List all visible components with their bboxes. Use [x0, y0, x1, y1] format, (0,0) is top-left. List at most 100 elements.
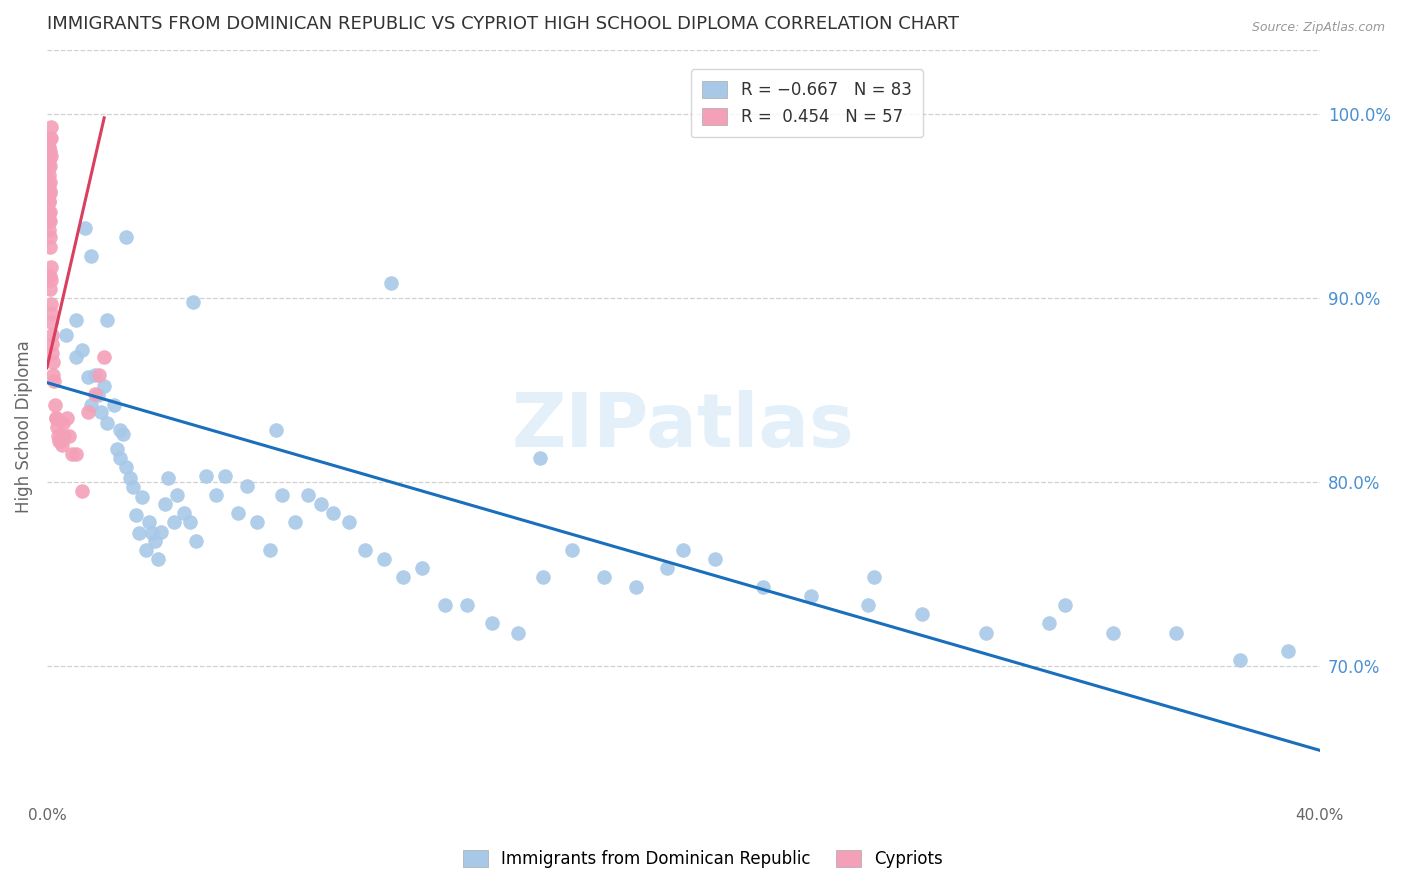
- Point: [70, 484, 93, 499]
- Point: [1054, 598, 1077, 612]
- Point: [42, 368, 65, 383]
- Point: [704, 552, 727, 566]
- Point: [156, 471, 179, 485]
- Point: [65, 350, 87, 364]
- Point: [60, 447, 83, 461]
- Point: [433, 598, 456, 612]
- Y-axis label: High School Diploma: High School Diploma: [15, 341, 32, 513]
- Point: [80, 398, 103, 412]
- Point: [752, 580, 775, 594]
- Point: [672, 542, 695, 557]
- Point: [41, 315, 63, 329]
- Point: [39, 296, 62, 310]
- Point: [284, 516, 307, 530]
- Point: [70, 343, 93, 357]
- Point: [38, 195, 60, 210]
- Point: [297, 488, 319, 502]
- Point: [561, 542, 583, 557]
- Point: [55, 410, 77, 425]
- Point: [131, 490, 153, 504]
- Point: [204, 488, 226, 502]
- Point: [83, 368, 105, 383]
- Point: [53, 429, 76, 443]
- Point: [911, 607, 934, 622]
- Point: [1229, 653, 1251, 667]
- Point: [863, 570, 886, 584]
- Point: [195, 469, 218, 483]
- Point: [337, 516, 360, 530]
- Point: [77, 370, 100, 384]
- Point: [38, 149, 60, 163]
- Point: [411, 561, 433, 575]
- Point: [148, 552, 170, 566]
- Point: [80, 249, 103, 263]
- Point: [90, 405, 112, 419]
- Point: [42, 374, 65, 388]
- Point: [38, 185, 60, 199]
- Point: [214, 469, 236, 483]
- Point: [55, 327, 77, 342]
- Legend: Immigrants from Dominican Republic, Cypriots: Immigrants from Dominican Republic, Cypr…: [457, 843, 949, 875]
- Point: [166, 488, 188, 502]
- Point: [87, 388, 110, 402]
- Point: [1101, 625, 1123, 640]
- Point: [592, 570, 614, 584]
- Point: [392, 570, 415, 584]
- Point: [96, 313, 118, 327]
- Point: [38, 168, 60, 182]
- Point: [1277, 644, 1299, 658]
- Point: [77, 405, 100, 419]
- Point: [103, 398, 125, 412]
- Point: [38, 223, 60, 237]
- Point: [153, 497, 176, 511]
- Point: [93, 350, 115, 364]
- Text: IMMIGRANTS FROM DOMINICAN REPUBLIC VS CYPRIOT HIGH SCHOOL DIPLOMA CORRELATION CH: IMMIGRANTS FROM DOMINICAN REPUBLIC VS CY…: [46, 15, 959, 33]
- Point: [41, 327, 63, 342]
- Point: [309, 497, 332, 511]
- Point: [529, 450, 551, 465]
- Point: [46, 429, 69, 443]
- Point: [45, 410, 67, 425]
- Point: [271, 488, 294, 502]
- Point: [39, 120, 62, 134]
- Point: [39, 260, 62, 274]
- Point: [45, 410, 67, 425]
- Point: [38, 239, 60, 253]
- Point: [58, 429, 80, 443]
- Point: [354, 542, 377, 557]
- Point: [173, 506, 195, 520]
- Point: [1166, 625, 1188, 640]
- Point: [41, 346, 63, 360]
- Point: [39, 282, 62, 296]
- Point: [624, 580, 647, 594]
- Point: [481, 616, 503, 631]
- Point: [39, 273, 62, 287]
- Point: [115, 230, 138, 244]
- Point: [125, 508, 148, 522]
- Point: [39, 131, 62, 145]
- Point: [150, 524, 173, 539]
- Point: [974, 625, 997, 640]
- Point: [38, 204, 60, 219]
- Point: [135, 542, 157, 557]
- Point: [38, 214, 60, 228]
- Point: [52, 416, 75, 430]
- Legend: R = −0.667   N = 83, R =  0.454   N = 57: R = −0.667 N = 83, R = 0.454 N = 57: [690, 70, 924, 137]
- Point: [1038, 616, 1060, 631]
- Point: [39, 214, 62, 228]
- Point: [179, 516, 201, 530]
- Point: [141, 526, 163, 541]
- Point: [65, 313, 87, 327]
- Point: [38, 177, 60, 191]
- Point: [128, 526, 150, 541]
- Point: [118, 471, 141, 485]
- Point: [75, 221, 97, 235]
- Point: [38, 204, 60, 219]
- Point: [39, 268, 62, 283]
- Point: [39, 159, 62, 173]
- Point: [799, 589, 821, 603]
- Point: [115, 460, 138, 475]
- Point: [163, 516, 186, 530]
- Point: [38, 153, 60, 168]
- Point: [48, 434, 70, 449]
